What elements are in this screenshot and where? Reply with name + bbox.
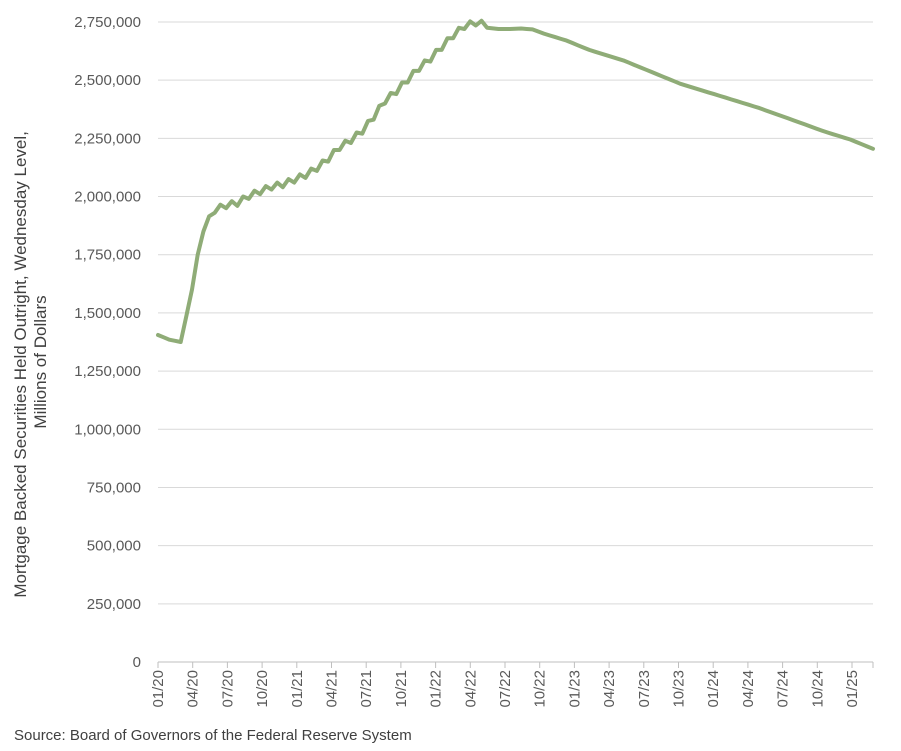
x-tick-label: 10/24 xyxy=(809,670,826,708)
x-tick-label: 04/23 xyxy=(601,670,618,708)
x-axis xyxy=(157,661,874,668)
y-tick-label: 0 xyxy=(133,654,141,671)
x-tick-label: 10/21 xyxy=(393,670,410,708)
x-tick-label: 04/24 xyxy=(740,670,757,708)
x-tick-label: 01/21 xyxy=(289,670,306,708)
gridlines xyxy=(158,21,873,605)
y-axis-label: Mortgage Backed Securities Held Outright… xyxy=(11,126,50,597)
y-tick-label: 1,750,000 xyxy=(74,247,141,264)
y-axis-label-line-1: Mortgage Backed Securities Held Outright… xyxy=(11,131,30,598)
y-tick-label: 1,500,000 xyxy=(74,305,141,322)
y-axis-label-line-2: Millions of Dollars xyxy=(31,295,50,428)
y-axis-ticks: 0 250,000 500,000 750,000 1,000,000 1,250,000… xyxy=(74,14,141,671)
x-tick-label: 10/22 xyxy=(532,670,549,708)
x-tick-label: 10/23 xyxy=(671,670,688,708)
x-tick-label: 01/20 xyxy=(150,670,167,708)
x-tick-label: 07/21 xyxy=(358,670,375,708)
x-tick-label: 07/24 xyxy=(775,670,792,708)
y-tick-label: 500,000 xyxy=(87,538,141,555)
x-tick-label: 01/23 xyxy=(566,670,583,708)
y-tick-label: 750,000 xyxy=(87,479,141,496)
y-tick-label: 1,250,000 xyxy=(74,363,141,380)
source-note: Source: Board of Governors of the Federa… xyxy=(14,727,412,744)
x-tick-label: 07/23 xyxy=(636,670,653,708)
x-tick-label: 10/20 xyxy=(254,670,271,708)
y-tick-label: 250,000 xyxy=(87,596,141,613)
y-tick-label: 1,000,000 xyxy=(74,421,141,438)
x-tick-label: 04/21 xyxy=(324,670,341,708)
x-tick-label: 07/22 xyxy=(497,670,514,708)
x-tick-label: 01/24 xyxy=(705,670,722,708)
y-tick-label: 2,500,000 xyxy=(74,72,141,89)
series-line-mbs xyxy=(156,18,875,344)
x-tick-label: 04/22 xyxy=(462,670,479,708)
x-tick-label: 07/20 xyxy=(219,670,236,708)
y-tick-label: 2,000,000 xyxy=(74,189,141,206)
y-tick-label: 2,750,000 xyxy=(74,14,141,31)
y-tick-label: 2,250,000 xyxy=(74,130,141,147)
x-tick-label: 04/20 xyxy=(185,670,202,708)
x-tick-label: 01/25 xyxy=(844,670,861,708)
x-tick-label: 01/22 xyxy=(428,670,445,708)
x-axis-ticks: 01/20 04/20 07/20 10/20 01/21 04/21 07/21 10/21… xyxy=(150,670,861,708)
